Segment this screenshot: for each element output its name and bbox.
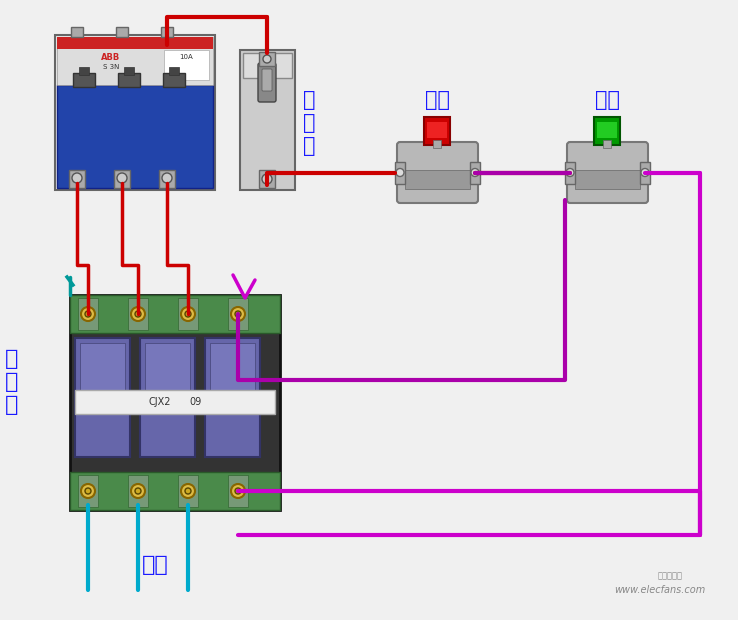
Bar (178, 298, 198, 330)
Bar (395, 161, 405, 184)
Circle shape (135, 311, 141, 317)
Circle shape (72, 173, 82, 183)
Bar (163, 73, 185, 87)
Text: 电子发烧友: 电子发烧友 (658, 571, 683, 580)
Circle shape (162, 173, 172, 183)
Bar (57, 37, 213, 85)
Circle shape (81, 484, 95, 498)
Bar (71, 27, 83, 37)
Bar (70, 295, 280, 333)
Bar (259, 170, 275, 188)
Circle shape (117, 173, 127, 183)
Circle shape (185, 311, 191, 317)
Circle shape (181, 484, 195, 498)
Circle shape (85, 311, 91, 317)
Circle shape (235, 311, 241, 317)
Circle shape (131, 307, 145, 321)
Text: 09: 09 (189, 397, 201, 407)
Circle shape (185, 488, 191, 494)
Circle shape (263, 55, 271, 63)
Bar (140, 338, 195, 457)
Bar (228, 475, 248, 507)
Bar (243, 53, 292, 78)
Bar (78, 475, 98, 507)
Bar (597, 122, 617, 138)
Bar (427, 122, 447, 138)
Text: S 3N: S 3N (103, 64, 120, 70)
Circle shape (181, 307, 195, 321)
FancyBboxPatch shape (567, 142, 648, 203)
Bar (145, 343, 190, 414)
Bar (575, 170, 640, 189)
Circle shape (566, 169, 574, 177)
Bar (259, 52, 275, 66)
Circle shape (231, 484, 245, 498)
Text: 接
触
器: 接 触 器 (5, 349, 18, 415)
Circle shape (231, 307, 245, 321)
Bar (116, 27, 128, 37)
Bar (205, 338, 260, 457)
Circle shape (262, 174, 272, 184)
Bar (70, 295, 280, 510)
Bar (594, 117, 620, 145)
Bar (69, 170, 85, 188)
Text: 断
路
器: 断 路 器 (303, 90, 316, 156)
Bar (79, 67, 89, 75)
Circle shape (641, 169, 649, 177)
Bar (75, 390, 275, 414)
Bar (159, 170, 175, 188)
Bar (57, 85, 213, 188)
Circle shape (396, 169, 404, 177)
Text: ABB: ABB (101, 53, 120, 61)
Bar (565, 161, 575, 184)
Text: 启动: 启动 (595, 90, 619, 110)
Bar (128, 475, 148, 507)
Circle shape (135, 488, 141, 494)
Text: 停止: 停止 (424, 90, 449, 110)
Bar (210, 343, 255, 414)
FancyBboxPatch shape (262, 69, 272, 91)
Bar (118, 73, 140, 87)
Bar (424, 117, 450, 145)
Circle shape (85, 488, 91, 494)
Bar (405, 170, 470, 189)
Bar (228, 298, 248, 330)
Bar (433, 140, 441, 148)
Bar (73, 73, 95, 87)
Bar (128, 298, 148, 330)
FancyBboxPatch shape (258, 63, 276, 102)
Text: 10A: 10A (179, 54, 193, 60)
Bar (70, 472, 280, 510)
Bar (114, 170, 130, 188)
Text: www.elecfans.com: www.elecfans.com (614, 585, 705, 595)
Bar (178, 475, 198, 507)
Bar (124, 67, 134, 75)
Bar (169, 67, 179, 75)
FancyBboxPatch shape (397, 142, 478, 203)
Text: CJX2: CJX2 (149, 397, 171, 407)
Circle shape (81, 307, 95, 321)
Circle shape (471, 169, 479, 177)
Bar (240, 50, 295, 190)
Bar (78, 298, 98, 330)
Text: 负载: 负载 (142, 555, 168, 575)
Bar (80, 343, 125, 414)
Circle shape (131, 484, 145, 498)
Bar (75, 338, 130, 457)
Bar (57, 37, 213, 49)
Bar (640, 161, 650, 184)
Bar (55, 35, 215, 190)
Bar (603, 140, 611, 148)
Circle shape (235, 488, 241, 494)
Bar (470, 161, 480, 184)
Bar (161, 27, 173, 37)
Bar (164, 50, 209, 80)
